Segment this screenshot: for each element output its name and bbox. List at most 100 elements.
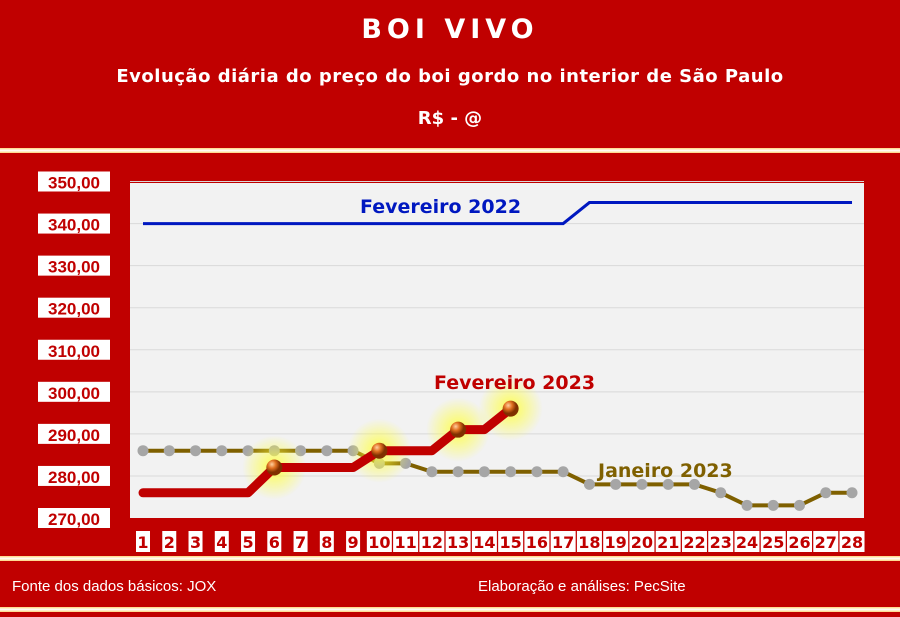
y-tick-label: 310,00 bbox=[48, 342, 100, 361]
x-tick-label: 19 bbox=[605, 533, 627, 552]
data-point-janeiro-2023 bbox=[820, 487, 832, 499]
divider bbox=[0, 148, 900, 153]
x-tick-label: 21 bbox=[657, 533, 679, 552]
x-tick-label: 3 bbox=[190, 533, 201, 552]
data-point-janeiro-2023 bbox=[216, 445, 228, 457]
y-tick-label: 330,00 bbox=[48, 258, 100, 277]
y-tick-label: 350,00 bbox=[48, 174, 100, 193]
data-point-janeiro-2023 bbox=[426, 466, 438, 478]
y-tick-box bbox=[38, 465, 110, 486]
y-tick-label: 300,00 bbox=[48, 384, 100, 403]
data-point-janeiro-2023 bbox=[531, 466, 543, 478]
x-tick-label: 4 bbox=[216, 533, 227, 552]
x-tick-label: 9 bbox=[348, 533, 359, 552]
y-tick-label: 320,00 bbox=[48, 300, 100, 319]
divider bbox=[0, 556, 900, 561]
series-line-fevereiro-2022 bbox=[143, 201, 853, 226]
x-tick-box bbox=[629, 531, 655, 552]
data-point-janeiro-2023 bbox=[321, 445, 333, 457]
x-tick-label: 22 bbox=[683, 533, 705, 552]
x-tick-box bbox=[813, 531, 839, 552]
credit-note: Elaboração e análises: PecSite bbox=[478, 578, 686, 595]
x-tick-box bbox=[576, 531, 602, 552]
x-tick-box bbox=[241, 531, 256, 552]
x-tick-box bbox=[267, 531, 282, 552]
x-tick-box bbox=[603, 531, 629, 552]
x-tick-box bbox=[136, 531, 150, 552]
data-point-janeiro-2023 bbox=[163, 445, 175, 457]
x-tick-box bbox=[162, 531, 177, 552]
x-tick-label: 6 bbox=[269, 533, 280, 552]
y-tick-label: 340,00 bbox=[48, 216, 100, 235]
x-tick-label: 13 bbox=[447, 533, 469, 552]
data-point-janeiro-2023 bbox=[636, 478, 648, 490]
x-tick-label: 5 bbox=[242, 533, 253, 552]
x-tick-label: 16 bbox=[526, 533, 548, 552]
x-tick-box bbox=[550, 531, 576, 552]
data-point-janeiro-2023 bbox=[452, 466, 464, 478]
data-point-janeiro-2023 bbox=[190, 445, 202, 457]
plot-area bbox=[130, 183, 864, 518]
y-tick-box bbox=[38, 255, 110, 276]
x-tick-label: 26 bbox=[788, 533, 810, 552]
series-label-fevereiro-2022: Fevereiro 2022 bbox=[360, 196, 521, 218]
x-tick-box bbox=[681, 531, 707, 552]
data-point-janeiro-2023 bbox=[478, 466, 490, 478]
x-tick-box bbox=[839, 531, 865, 552]
x-tick-box bbox=[655, 531, 681, 552]
x-tick-label: 18 bbox=[578, 533, 600, 552]
x-tick-box bbox=[293, 531, 308, 552]
y-tick-box bbox=[38, 381, 110, 402]
x-tick-label: 10 bbox=[368, 533, 390, 552]
x-tick-label: 28 bbox=[841, 533, 863, 552]
x-tick-box bbox=[760, 531, 786, 552]
y-tick-label: 290,00 bbox=[48, 426, 100, 445]
x-tick-label: 23 bbox=[710, 533, 732, 552]
source-note: Fonte dos dados básicos: JOX bbox=[12, 578, 217, 595]
chart-title: BOI VIVO bbox=[361, 14, 539, 45]
data-point-janeiro-2023 bbox=[137, 445, 149, 457]
x-tick-box bbox=[366, 531, 392, 552]
x-tick-label: 8 bbox=[321, 533, 332, 552]
y-tick-box bbox=[38, 339, 110, 360]
x-tick-box bbox=[445, 531, 471, 552]
x-tick-box bbox=[734, 531, 760, 552]
x-tick-box bbox=[498, 531, 524, 552]
x-tick-label: 20 bbox=[631, 533, 653, 552]
x-tick-box bbox=[214, 531, 229, 552]
x-tick-label: 7 bbox=[295, 533, 306, 552]
y-tick-box bbox=[38, 213, 110, 234]
data-point-janeiro-2023 bbox=[557, 466, 569, 478]
x-tick-box bbox=[393, 531, 419, 552]
x-tick-label: 2 bbox=[164, 533, 175, 552]
data-marker-fevereiro-2023 bbox=[266, 459, 283, 476]
x-tick-box bbox=[419, 531, 445, 552]
x-tick-box bbox=[319, 531, 334, 552]
data-point-janeiro-2023 bbox=[610, 478, 622, 490]
x-tick-box bbox=[346, 531, 361, 552]
y-tick-box bbox=[38, 508, 110, 528]
x-tick-label: 27 bbox=[815, 533, 837, 552]
x-tick-label: 25 bbox=[762, 533, 784, 552]
series-line-fevereiro-2023 bbox=[138, 404, 516, 498]
x-tick-label: 15 bbox=[500, 533, 522, 552]
y-tick-box bbox=[38, 423, 110, 444]
x-tick-label: 1 bbox=[137, 533, 148, 552]
x-tick-label: 14 bbox=[473, 533, 495, 552]
data-point-janeiro-2023 bbox=[741, 499, 753, 511]
x-tick-box bbox=[524, 531, 550, 552]
data-point-janeiro-2023 bbox=[715, 487, 727, 499]
x-tick-label: 11 bbox=[394, 533, 416, 552]
y-tick-box bbox=[38, 171, 110, 192]
series-label-fevereiro-2023: Fevereiro 2023 bbox=[434, 372, 595, 394]
x-tick-box bbox=[708, 531, 734, 552]
data-marker-fevereiro-2023 bbox=[450, 421, 467, 438]
x-tick-box bbox=[787, 531, 812, 552]
data-point-janeiro-2023 bbox=[846, 487, 858, 499]
data-point-janeiro-2023 bbox=[662, 478, 674, 490]
data-point-janeiro-2023 bbox=[505, 466, 517, 478]
series-label-janeiro-2023: Janeiro 2023 bbox=[596, 460, 733, 482]
data-point-janeiro-2023 bbox=[794, 499, 805, 511]
data-point-janeiro-2023 bbox=[767, 499, 779, 511]
